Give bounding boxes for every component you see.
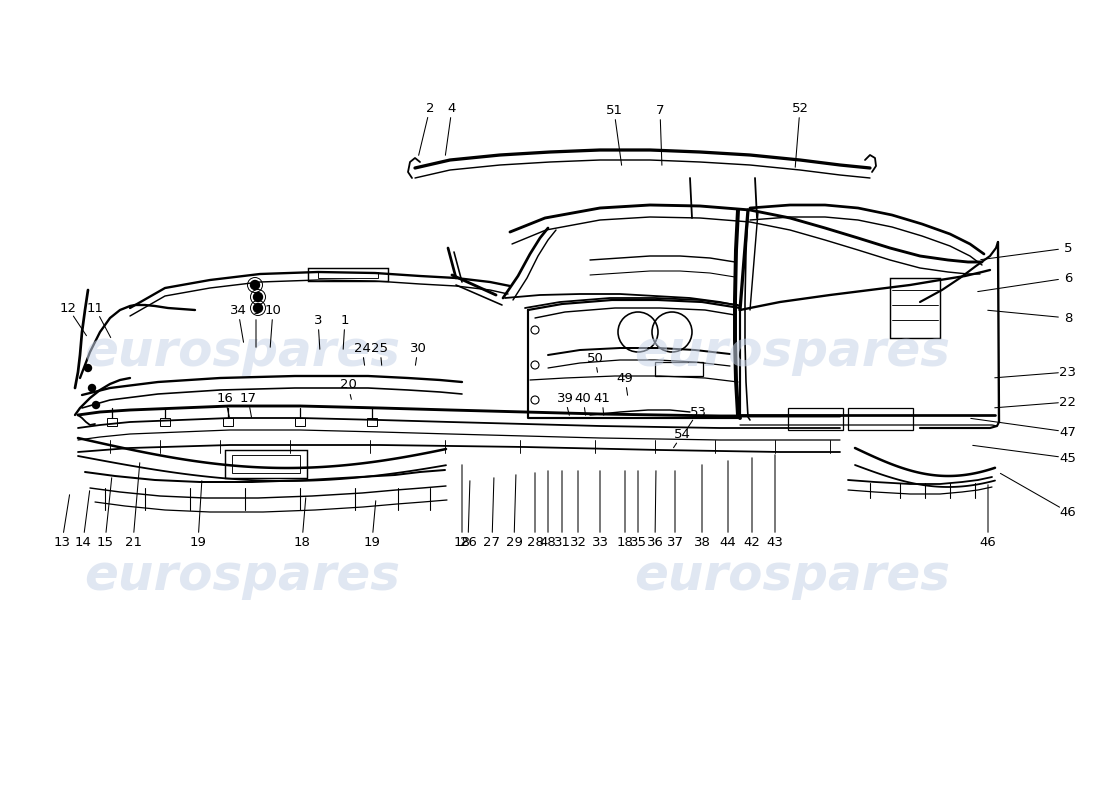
Bar	[848, 408, 913, 430]
Text: 12: 12	[59, 302, 77, 314]
Text: 47: 47	[1059, 426, 1077, 438]
Text: 25: 25	[372, 342, 388, 354]
Text: 5: 5	[1064, 242, 1072, 254]
Bar	[226, 450, 307, 478]
Circle shape	[251, 281, 260, 290]
Text: 1: 1	[341, 314, 350, 326]
Text: 10: 10	[265, 303, 282, 317]
Text: 3: 3	[314, 314, 322, 326]
Bar	[788, 408, 843, 430]
Text: 46: 46	[980, 535, 997, 549]
Bar	[308, 268, 388, 281]
Bar	[318, 272, 378, 278]
Text: 45: 45	[1059, 451, 1077, 465]
Text: 48: 48	[540, 535, 557, 549]
Text: 16: 16	[217, 391, 233, 405]
Text: 18: 18	[617, 535, 634, 549]
Text: 19: 19	[364, 535, 381, 549]
Bar	[295, 418, 305, 426]
Text: eurospares: eurospares	[84, 552, 400, 600]
Text: 21: 21	[124, 535, 142, 549]
Circle shape	[253, 303, 263, 313]
Bar	[367, 418, 377, 426]
Circle shape	[88, 385, 96, 391]
Bar	[107, 418, 117, 426]
Text: 18: 18	[294, 535, 310, 549]
Text: 50: 50	[586, 351, 604, 365]
Text: 27: 27	[484, 535, 500, 549]
Text: eurospares: eurospares	[634, 552, 950, 600]
Text: eurospares: eurospares	[634, 328, 950, 376]
Bar	[232, 455, 300, 473]
Text: 31: 31	[553, 535, 571, 549]
Bar	[654, 362, 703, 376]
Text: 41: 41	[594, 391, 610, 405]
Text: 49: 49	[617, 371, 634, 385]
Text: 40: 40	[574, 391, 592, 405]
Text: 36: 36	[647, 535, 663, 549]
Text: 24: 24	[353, 342, 371, 354]
Circle shape	[253, 293, 263, 302]
Text: 44: 44	[719, 535, 736, 549]
Text: 6: 6	[1064, 271, 1072, 285]
Circle shape	[85, 365, 91, 371]
Text: 51: 51	[605, 103, 623, 117]
Text: 17: 17	[240, 391, 256, 405]
Text: 37: 37	[667, 535, 683, 549]
Text: 9: 9	[252, 303, 261, 317]
Text: eurospares: eurospares	[84, 328, 400, 376]
Text: 53: 53	[690, 406, 706, 418]
Text: 19: 19	[189, 535, 207, 549]
Bar	[160, 418, 170, 426]
Text: 34: 34	[230, 303, 246, 317]
Text: 33: 33	[592, 535, 608, 549]
Text: 42: 42	[744, 535, 760, 549]
Text: 52: 52	[792, 102, 808, 114]
Text: 30: 30	[409, 342, 427, 354]
Text: 13: 13	[54, 535, 70, 549]
Circle shape	[92, 402, 99, 409]
Bar	[890, 278, 940, 338]
Text: 18: 18	[453, 535, 471, 549]
Text: 23: 23	[1059, 366, 1077, 378]
Text: 39: 39	[557, 391, 573, 405]
Text: 43: 43	[767, 535, 783, 549]
Text: 32: 32	[570, 535, 586, 549]
Text: 8: 8	[1064, 311, 1072, 325]
Text: 7: 7	[656, 103, 664, 117]
Text: 2: 2	[426, 102, 434, 114]
Text: 46: 46	[1059, 506, 1077, 518]
Text: 15: 15	[97, 535, 113, 549]
Text: 29: 29	[506, 535, 522, 549]
Text: 22: 22	[1059, 395, 1077, 409]
Text: 4: 4	[448, 102, 456, 114]
Text: 20: 20	[340, 378, 356, 391]
Text: 54: 54	[673, 429, 691, 442]
Text: 26: 26	[460, 535, 476, 549]
Text: 38: 38	[694, 535, 711, 549]
Text: 35: 35	[629, 535, 647, 549]
Bar	[223, 418, 233, 426]
Text: 14: 14	[75, 535, 91, 549]
Text: 11: 11	[87, 302, 103, 314]
Text: 28: 28	[527, 535, 543, 549]
